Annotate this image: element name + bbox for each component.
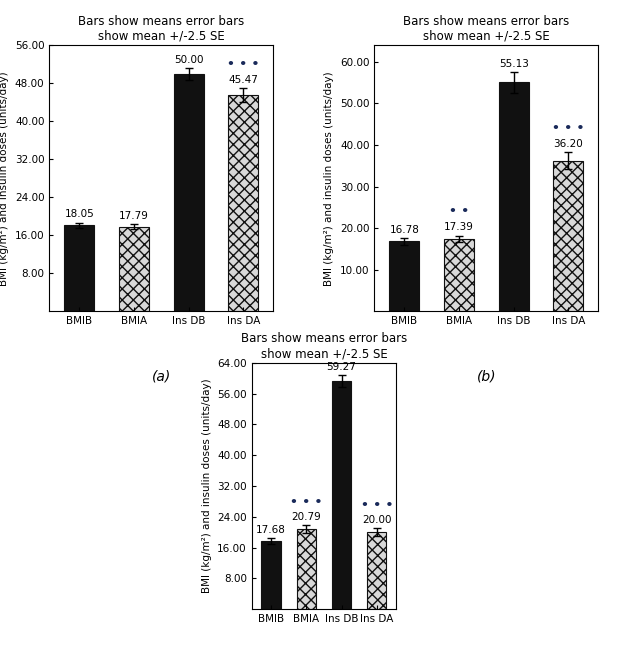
Y-axis label: BMI (kg/m²) and insulin doses (units/day): BMI (kg/m²) and insulin doses (units/day… <box>202 378 212 594</box>
Bar <box>119 227 149 311</box>
Text: 36.20: 36.20 <box>553 139 583 149</box>
Text: 45.47: 45.47 <box>228 75 259 85</box>
Text: (b): (b) <box>477 369 496 384</box>
Text: • • •: • • • <box>360 500 393 513</box>
Text: 18.05: 18.05 <box>65 209 94 220</box>
Bar <box>499 82 529 311</box>
Text: 50.00: 50.00 <box>174 55 204 65</box>
Text: • • •: • • • <box>290 496 323 509</box>
Y-axis label: BMI (kg/m²) and insulin doses (units/day): BMI (kg/m²) and insulin doses (units/day… <box>325 71 334 286</box>
Title: Bars show means error bars
show mean +/-2.5 SE: Bars show means error bars show mean +/-… <box>78 15 244 43</box>
Text: 20.79: 20.79 <box>291 513 321 522</box>
Y-axis label: BMI (kg/m²) and insulin doses (units/day): BMI (kg/m²) and insulin doses (units/day… <box>0 71 9 286</box>
Bar <box>262 541 281 609</box>
Text: 17.68: 17.68 <box>256 526 286 535</box>
Bar <box>332 381 351 609</box>
Bar <box>297 529 316 609</box>
Bar <box>64 226 94 311</box>
Bar <box>174 74 204 311</box>
Title: Bars show means error bars
show mean +/-2.5 SE: Bars show means error bars show mean +/-… <box>241 332 407 360</box>
Text: • • •: • • • <box>552 122 585 135</box>
Text: 55.13: 55.13 <box>499 58 529 69</box>
Bar <box>444 239 474 311</box>
Text: 59.27: 59.27 <box>326 362 357 373</box>
Text: 17.39: 17.39 <box>444 222 474 233</box>
Bar <box>389 242 420 311</box>
Text: • • •: • • • <box>227 58 260 71</box>
Text: • •: • • <box>449 205 469 218</box>
Title: Bars show means error bars
show mean +/-2.5 SE: Bars show means error bars show mean +/-… <box>404 15 569 43</box>
Bar <box>553 161 584 311</box>
Text: 20.00: 20.00 <box>362 515 392 526</box>
Text: (a): (a) <box>152 369 171 384</box>
Bar <box>367 532 386 609</box>
Text: 16.78: 16.78 <box>389 225 420 235</box>
Text: 17.79: 17.79 <box>119 211 149 220</box>
Bar <box>228 95 259 311</box>
